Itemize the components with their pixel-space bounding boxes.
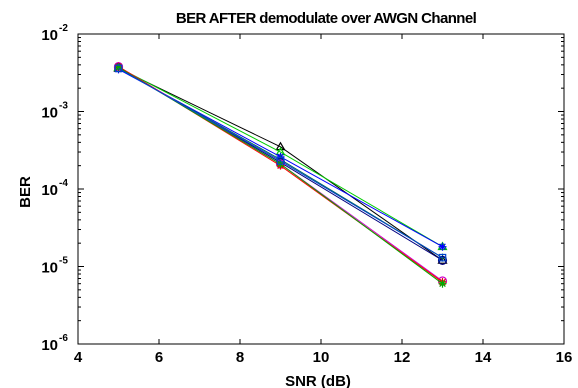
y-tick-exponent: -5 (59, 256, 68, 267)
y-tick-label: 10 -6 (41, 333, 68, 354)
y-tick-base: 10 (41, 105, 58, 122)
y-tick-labels: 10-610-510-410-310-2 (41, 23, 68, 354)
data-point (438, 242, 447, 251)
x-tick-label: 10 (313, 349, 330, 366)
y-tick-exponent: -2 (59, 23, 68, 34)
data-point (275, 141, 286, 151)
y-tick-base: 10 (41, 337, 58, 354)
data-point (437, 255, 448, 265)
data-point (438, 253, 447, 262)
series-line (118, 67, 443, 248)
x-tick-label: 16 (556, 349, 573, 366)
y-tick-label: 10 -5 (41, 256, 68, 277)
x-tick-labels: 4 6 8 10 12 14 16 (74, 349, 573, 366)
y-tick-label: 10 -4 (41, 178, 68, 199)
x-tick-label: 6 (155, 349, 163, 366)
y-tick-base: 10 (41, 182, 58, 199)
data-point (438, 279, 447, 288)
data-point (114, 63, 123, 72)
y-tick-label: 10 -3 (41, 101, 68, 122)
series-8 (114, 64, 447, 262)
y-tick-label: 10 -2 (41, 23, 68, 44)
x-tick-label: 4 (74, 349, 83, 366)
series-line (118, 67, 443, 261)
data-point (437, 255, 448, 264)
axis-ticks (77, 33, 565, 345)
x-tick-label: 14 (475, 349, 492, 366)
data-series (113, 61, 448, 288)
chart-title: BER AFTER demodulate over AWGN Channel (176, 10, 477, 27)
x-axis-label: SNR (dB) (285, 373, 351, 388)
y-axis-label: BER (17, 176, 34, 208)
x-tick-label: 8 (236, 349, 244, 366)
x-tick-label: 12 (394, 349, 411, 366)
series-line (118, 67, 443, 259)
y-tick-exponent: -6 (59, 333, 68, 344)
y-tick-base: 10 (41, 260, 58, 277)
y-tick-base: 10 (41, 27, 58, 44)
data-point (276, 157, 285, 165)
y-tick-exponent: -4 (59, 178, 68, 189)
y-tick-exponent: -3 (59, 101, 68, 112)
data-point (114, 64, 123, 73)
